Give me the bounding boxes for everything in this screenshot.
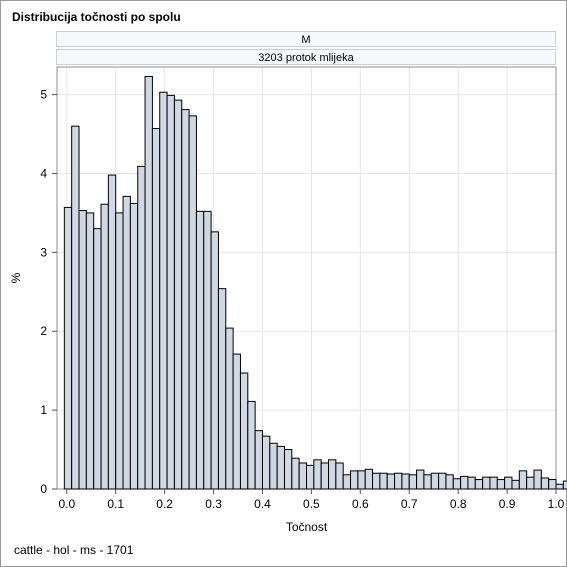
y-tick-label: 1 [40,403,47,417]
x-tick-label: 0.7 [401,497,418,511]
y-tick-label: 3 [40,245,47,259]
histogram-bar [518,470,528,490]
y-axis-label: % [9,272,23,283]
histogram-bar [562,480,567,490]
histogram-bar [489,476,498,490]
histogram-bar [239,372,249,490]
histogram-bar [269,442,278,490]
x-tick-label: 0.4 [254,497,271,511]
histogram-bar [335,462,344,490]
histogram-bar [328,459,337,490]
histogram-bar [291,457,300,490]
histogram-bar [401,473,410,490]
histogram-bar [511,479,520,490]
footnote: cattle - hol - ms - 1701 [14,543,134,557]
histogram-bar [232,353,241,490]
chart-title: Distribucija točnosti po spolu [12,10,181,24]
histogram-bar [320,462,330,490]
histogram-bar [423,474,432,490]
histogram-bar [107,174,117,490]
histogram-bar [93,228,102,490]
histogram-bar [115,212,124,490]
histogram-bar [460,475,469,490]
histogram-bar [210,231,219,490]
histogram-bar [306,464,315,490]
histogram-bar [276,445,285,490]
histogram-bar [394,472,403,490]
histogram-bar [357,470,366,490]
bars [63,75,567,490]
x-axis-label: Točnost [286,520,328,534]
histogram-bar [203,210,212,490]
histogram-bar [408,474,418,490]
histogram-bar [188,115,197,490]
x-tick-label: 0.3 [205,497,222,511]
histogram-bar [350,470,359,490]
x-tick-label: 0.2 [156,497,173,511]
histogram-bar [217,288,227,490]
histogram-bar [63,206,73,490]
histogram-bar [78,210,87,490]
x-tick-label: 0.6 [352,497,369,511]
x-tick-label: 0.8 [450,497,467,511]
histogram-bar [540,477,550,490]
histogram-bar [445,474,454,490]
histogram-bar [247,400,256,490]
histogram-bar [452,478,462,490]
y-tick-label: 4 [40,166,47,180]
histogram-bar [372,472,381,490]
histogram-bar [181,109,190,490]
x-tick-label: 0.0 [58,497,75,511]
y-axis-ticks: 0 1 2 3 4 5 [40,88,57,496]
y-tick-label: 0 [40,482,47,496]
histogram-bar [555,483,564,490]
histogram-bar [438,472,447,490]
histogram-bar [225,327,234,490]
histogram-bar [386,473,396,490]
histogram-bar [261,435,271,490]
histogram-bar [467,476,476,490]
x-tick-label: 1.0 [548,497,565,511]
y-tick-label: 5 [40,88,47,102]
histogram-bar [416,469,425,490]
histogram-bar [71,125,80,490]
x-tick-label: 0.5 [303,497,320,511]
histogram-bar [533,469,542,490]
histogram-bar [496,479,506,490]
histogram-bar [342,474,352,490]
histogram-bar [151,128,161,490]
histogram-bar [137,165,146,490]
histogram-bar [364,468,374,490]
x-axis-ticks: 0.0 0.1 0.2 0.3 0.4 0.5 0.6 0.7 0.8 0.9 1.0 [58,489,565,511]
panel-header-trait: 3203 protok mlijeka [56,49,556,65]
histogram-bar [379,472,388,490]
x-tick-label: 0.1 [107,497,124,511]
histogram-bar [100,203,109,490]
histogram-bar [313,459,322,490]
histogram-bar [504,476,513,490]
panel-header-sex: M [56,31,556,47]
histogram-bar [482,476,491,490]
histogram-bar [283,449,293,490]
histogram-bar [548,479,557,490]
histogram-bar [474,479,484,490]
x-tick-label: 0.9 [499,497,516,511]
histogram-bar [254,430,263,490]
histogram-bar [195,210,205,490]
histogram-bar [298,462,308,490]
histogram-bar [173,99,183,490]
histogram-bar [166,94,175,490]
histogram-bar [85,212,95,490]
histogram-bar [144,75,153,490]
histogram-bar [526,476,535,490]
histogram-bar [430,472,440,490]
histogram-bar [159,91,168,490]
y-tick-label: 2 [40,324,47,338]
histogram-bar [129,202,139,490]
histogram-bar [122,195,131,490]
